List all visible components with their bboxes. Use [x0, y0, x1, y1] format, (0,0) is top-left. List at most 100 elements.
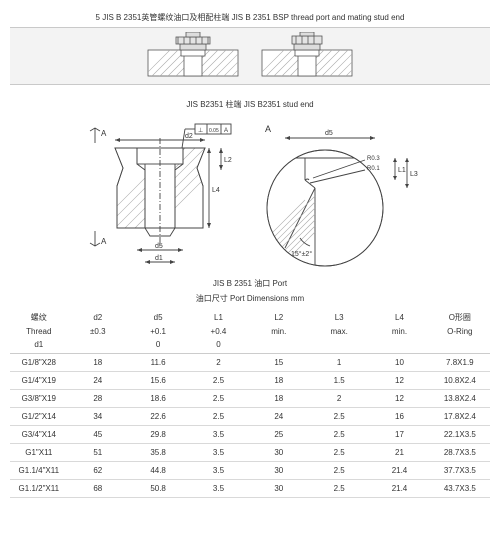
table-cell: 3.5 [188, 462, 248, 480]
table-row: G1.1/2"X116850.83.5302.521.443.7X3.5 [10, 480, 490, 498]
table-cell: 44.8 [128, 462, 188, 480]
caption-port: JIS B 2351 油口 Port [10, 278, 490, 289]
port-detail-diagram: A d5 [255, 118, 425, 268]
table-header-cell: d5 [128, 308, 188, 323]
table-header-cell: L2 [249, 308, 309, 323]
table-header-cell [430, 336, 490, 354]
table-header-cell [249, 336, 309, 354]
caption-stud-end: JIS B2351 柱端 JIS B2351 stud end [10, 99, 490, 110]
page-title: 5 JIS B 2351英管螺纹油口及相配柱端 JIS B 2351 BSP t… [10, 12, 490, 23]
table-cell: 37.7X3.5 [430, 462, 490, 480]
table-cell: 2.5 [309, 426, 369, 444]
table-cell: 2.5 [309, 444, 369, 462]
table-header-cell: L3 [309, 308, 369, 323]
table-row: G1/4"X192415.62.5181.51210.8X2.4 [10, 372, 490, 390]
table-cell: 15.6 [128, 372, 188, 390]
table-cell: 3.5 [188, 426, 248, 444]
table-cell: 7.8X1.9 [430, 354, 490, 372]
table-cell: 18 [249, 372, 309, 390]
page: 5 JIS B 2351英管螺纹油口及相配柱端 JIS B 2351 BSP t… [0, 0, 500, 537]
table-cell: 13.8X2.4 [430, 390, 490, 408]
table-cell: 2 [188, 354, 248, 372]
svg-text:A: A [101, 237, 107, 246]
table-cell: G1/4"X19 [10, 372, 68, 390]
table-cell: 11.6 [128, 354, 188, 372]
table-cell: 30 [249, 444, 309, 462]
table-row: G3/4"X144529.83.5252.51722.1X3.5 [10, 426, 490, 444]
table-cell: G1.1/2"X11 [10, 480, 68, 498]
svg-text:L3: L3 [410, 171, 418, 178]
svg-text:R0.1: R0.1 [367, 166, 380, 172]
table-header-cell: min. [249, 323, 309, 336]
table-cell: 21.4 [369, 480, 429, 498]
fitting-right-icon [252, 32, 362, 82]
svg-text:15°±2°: 15°±2° [291, 250, 312, 258]
table-cell: 3.5 [188, 444, 248, 462]
table-cell: 21 [369, 444, 429, 462]
table-cell: 28 [68, 390, 128, 408]
table-cell: 12 [369, 372, 429, 390]
table-cell: 12 [369, 390, 429, 408]
table-header-cell [309, 336, 369, 354]
table-cell: 3.5 [188, 480, 248, 498]
table-cell: 24 [249, 408, 309, 426]
svg-text:L4: L4 [212, 187, 220, 194]
table-cell: 51 [68, 444, 128, 462]
table-cell: 2.5 [309, 408, 369, 426]
table-header-cell [369, 336, 429, 354]
table-cell: 2.5 [309, 480, 369, 498]
table-cell: G3/4"X14 [10, 426, 68, 444]
table-cell: 45 [68, 426, 128, 444]
figure-row-fittings [10, 27, 490, 85]
table-row: G1"X115135.83.5302.52128.7X3.5 [10, 444, 490, 462]
dimensions-label: 油口尺寸 Port Dimensions mm [10, 293, 490, 304]
table-header-cell: +0.1 [128, 323, 188, 336]
table-cell: 17.8X2.4 [430, 408, 490, 426]
port-section-diagram: A d2 [75, 118, 245, 268]
table-cell: 2 [309, 390, 369, 408]
table-cell: 30 [249, 480, 309, 498]
table-cell: 21.4 [369, 462, 429, 480]
table-cell: 29.8 [128, 426, 188, 444]
table-cell: 10.8X2.4 [430, 372, 490, 390]
table-cell: 1 [309, 354, 369, 372]
table-cell: G1.1/4"X11 [10, 462, 68, 480]
table-row: G1/8"X281811.62151107.8X1.9 [10, 354, 490, 372]
svg-text:⊥: ⊥ [198, 127, 203, 134]
table-row: G3/8"X192818.62.51821213.8X2.4 [10, 390, 490, 408]
table-header-cell: L1 [188, 308, 248, 323]
table-row: G1.1/4"X116244.83.5302.521.437.7X3.5 [10, 462, 490, 480]
table-cell: 2.5 [188, 390, 248, 408]
table-cell: 62 [68, 462, 128, 480]
table-cell: G1"X11 [10, 444, 68, 462]
svg-text:d1: d1 [155, 255, 163, 262]
table-cell: 50.8 [128, 480, 188, 498]
svg-text:A: A [265, 124, 271, 134]
table-cell: 15 [249, 354, 309, 372]
table-cell: 28.7X3.5 [430, 444, 490, 462]
table-header-cell: 0 [128, 336, 188, 354]
table-cell: 30 [249, 462, 309, 480]
table-header-cell: 螺纹 [10, 308, 68, 323]
table-header-cell: O形圈 [430, 308, 490, 323]
table-cell: 17 [369, 426, 429, 444]
table-cell: 10 [369, 354, 429, 372]
table-header-cell: max. [309, 323, 369, 336]
table-cell: G1/2"X14 [10, 408, 68, 426]
table-header-cell: d1 [10, 336, 68, 354]
svg-text:d2: d2 [185, 133, 193, 140]
table-cell: G3/8"X19 [10, 390, 68, 408]
table-cell: G1/8"X28 [10, 354, 68, 372]
table-cell: 2.5 [309, 462, 369, 480]
table-cell: 2.5 [188, 408, 248, 426]
table-cell: 24 [68, 372, 128, 390]
table-cell: 1.5 [309, 372, 369, 390]
table-header-cell: +0.4 [188, 323, 248, 336]
table-cell: 68 [68, 480, 128, 498]
table-cell: 2.5 [188, 372, 248, 390]
table-cell: 43.7X3.5 [430, 480, 490, 498]
fitting-left-icon [138, 32, 248, 82]
svg-text:0.05: 0.05 [209, 128, 219, 134]
table-cell: 35.8 [128, 444, 188, 462]
svg-text:d5: d5 [325, 130, 333, 137]
